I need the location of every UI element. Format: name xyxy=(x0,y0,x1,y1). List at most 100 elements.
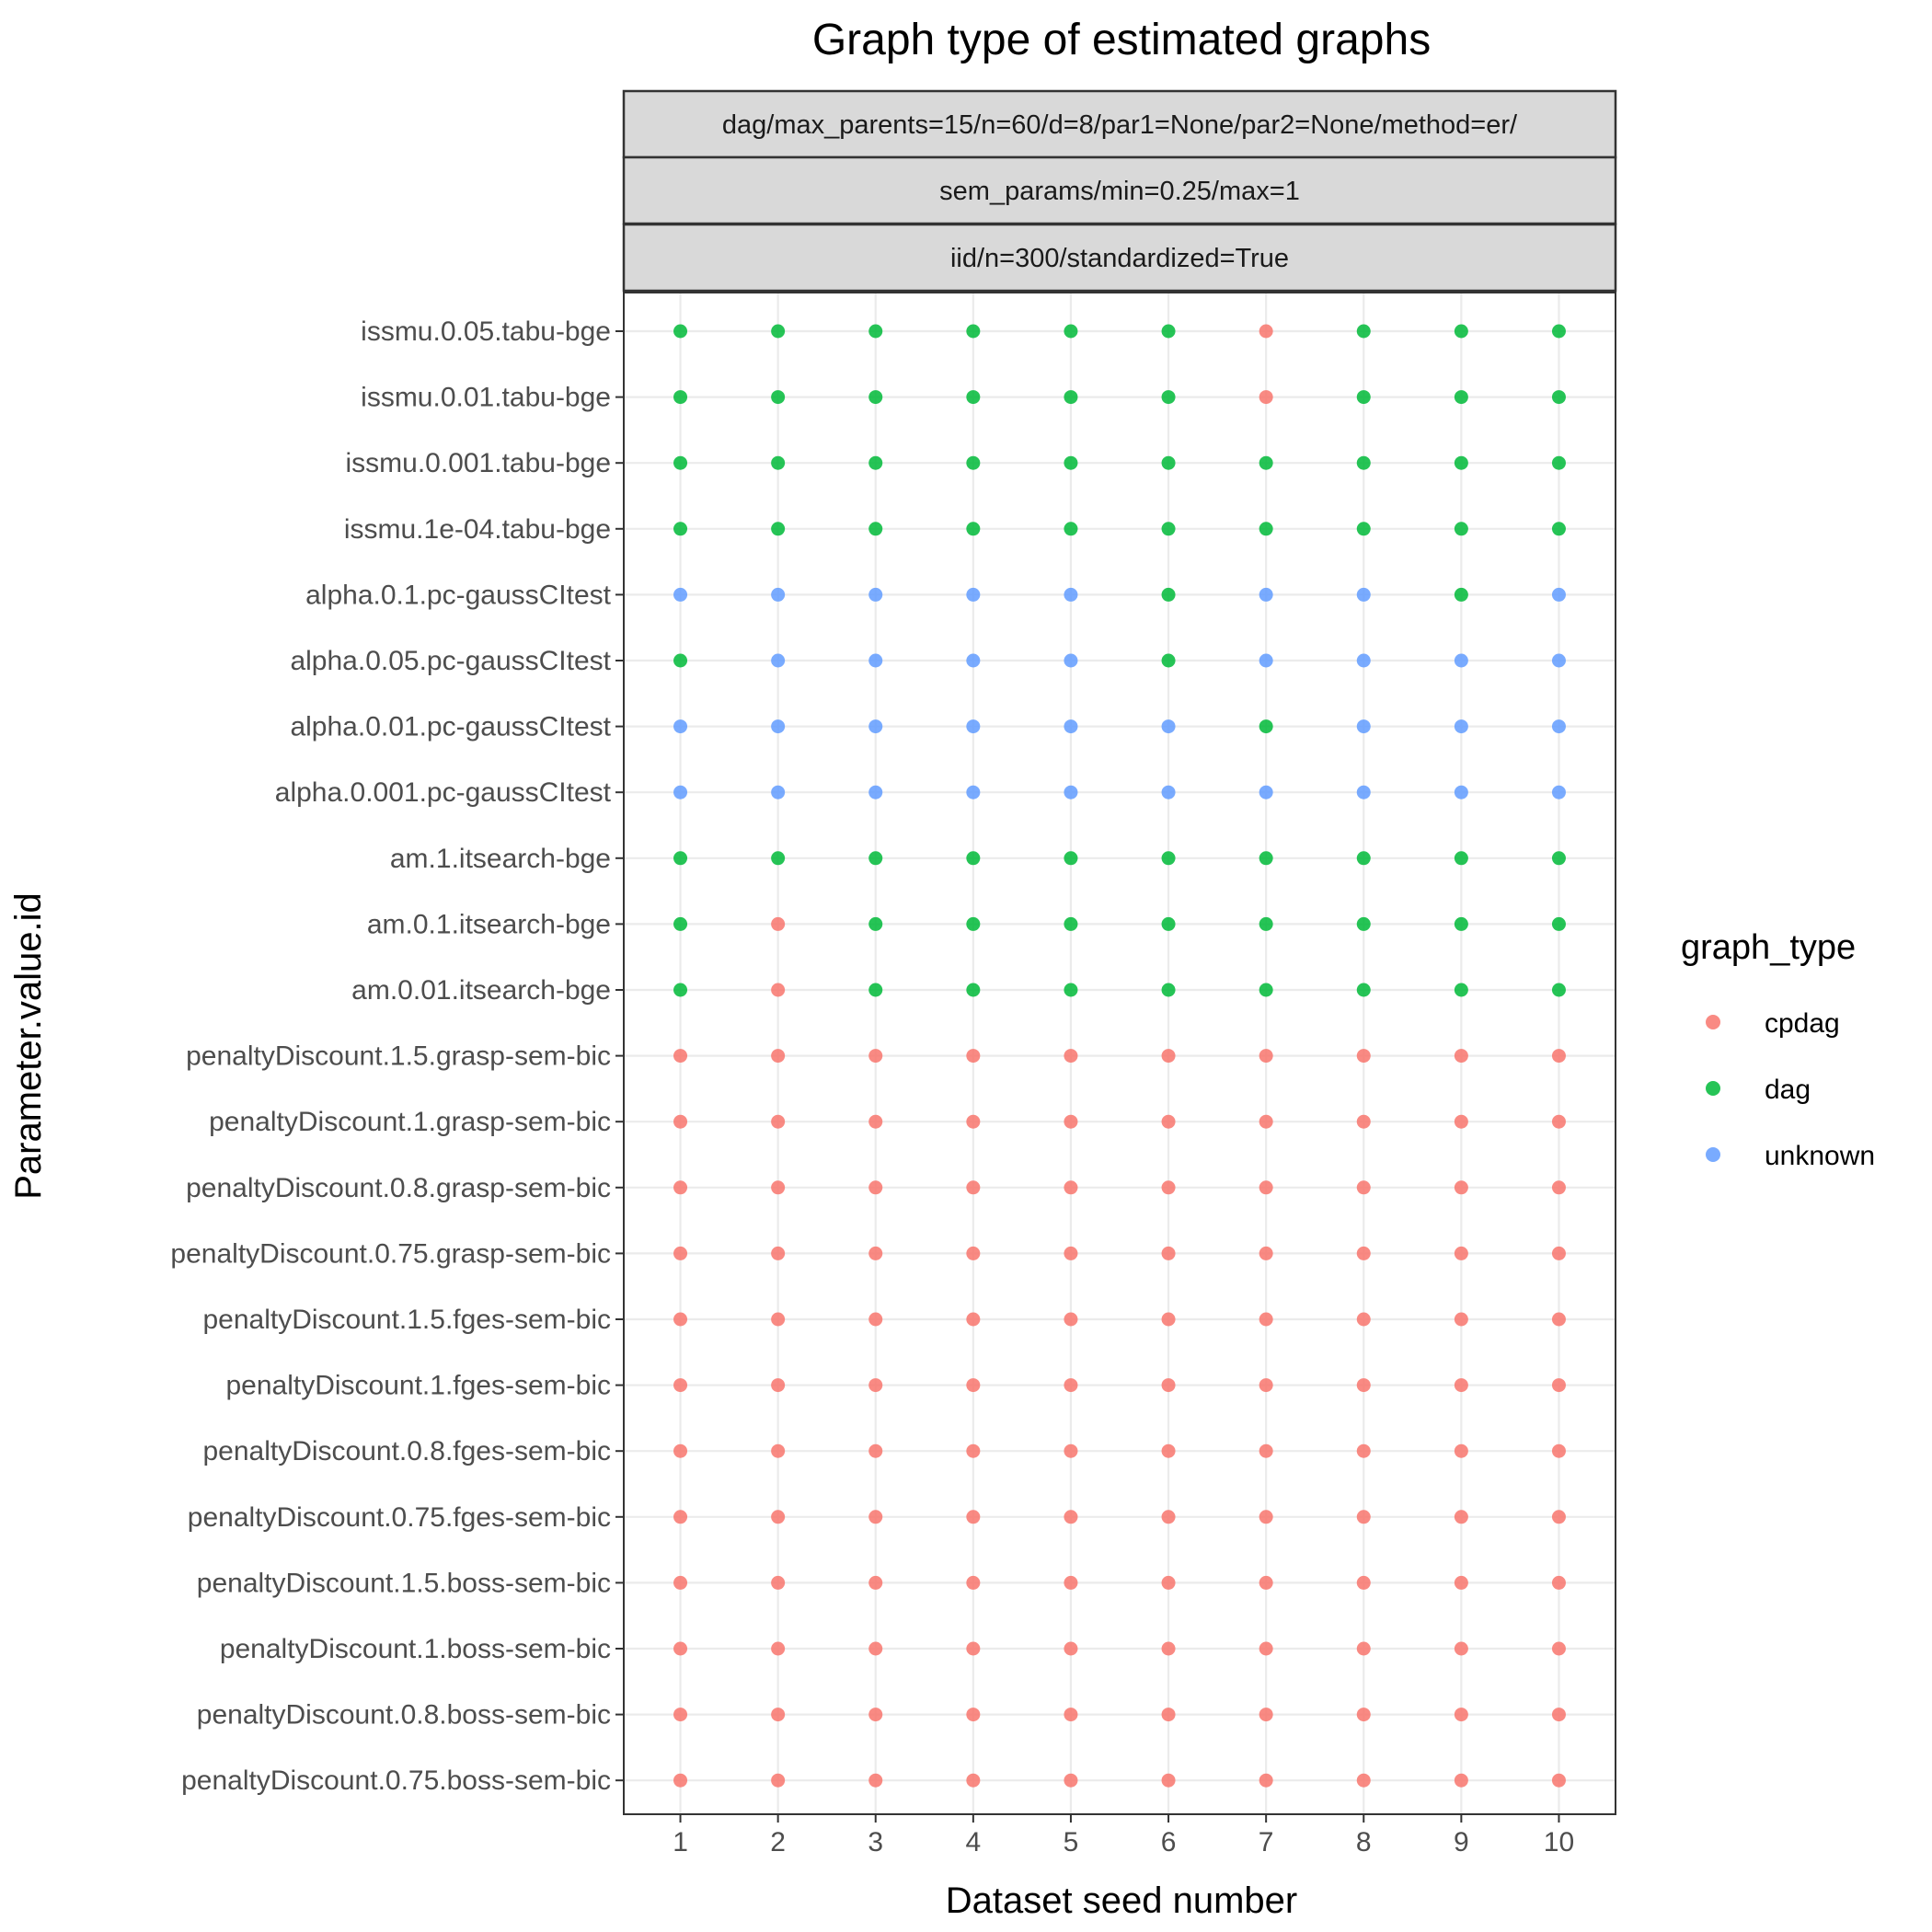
data-point-dag xyxy=(1161,390,1176,405)
data-point-cpdag xyxy=(1064,1641,1078,1656)
data-point-cpdag xyxy=(1064,1114,1078,1129)
data-point-dag xyxy=(1064,851,1078,866)
data-point-cpdag xyxy=(1259,1312,1273,1327)
data-point-cpdag xyxy=(1064,1049,1078,1064)
data-point-cpdag xyxy=(1259,1443,1273,1458)
data-point-cpdag xyxy=(868,1510,883,1524)
x-tick-label: 3 xyxy=(868,1827,883,1857)
data-point-cpdag xyxy=(1064,1773,1078,1788)
data-point-unknown xyxy=(1454,785,1468,799)
data-point-cpdag xyxy=(868,1180,883,1195)
data-point-cpdag xyxy=(771,1708,786,1722)
data-point-cpdag xyxy=(1551,1114,1566,1129)
data-point-cpdag xyxy=(966,1246,981,1260)
data-point-cpdag xyxy=(1551,1575,1566,1590)
data-point-unknown xyxy=(1161,719,1176,734)
data-point-unknown xyxy=(771,587,786,602)
data-point-cpdag xyxy=(1551,1378,1566,1393)
data-point-dag xyxy=(673,324,688,339)
data-point-unknown xyxy=(1064,653,1078,668)
data-point-unknown xyxy=(771,719,786,734)
data-point-unknown xyxy=(1356,719,1371,734)
x-tick-label: 10 xyxy=(1544,1827,1574,1857)
data-point-dag xyxy=(868,851,883,866)
data-point-unknown xyxy=(1551,719,1566,734)
data-point-cpdag xyxy=(771,1510,786,1524)
y-tick-label: penaltyDiscount.1.5.boss-sem-bic xyxy=(197,1568,611,1598)
data-point-cpdag xyxy=(771,1641,786,1656)
data-point-cpdag xyxy=(1064,1708,1078,1722)
data-point-cpdag xyxy=(1259,1510,1273,1524)
data-point-cpdag xyxy=(673,1773,688,1788)
legend-label: dag xyxy=(1765,1075,1811,1105)
data-point-cpdag xyxy=(1161,1708,1176,1722)
data-point-cpdag xyxy=(966,1443,981,1458)
data-point-cpdag xyxy=(966,1114,981,1129)
data-point-dag xyxy=(673,522,688,536)
data-point-cpdag xyxy=(966,1378,981,1393)
data-point-dag xyxy=(868,324,883,339)
data-point-cpdag xyxy=(1161,1049,1176,1064)
y-tick-label: penaltyDiscount.0.8.fges-sem-bic xyxy=(202,1436,611,1466)
data-point-dag xyxy=(771,324,786,339)
data-point-dag xyxy=(1454,324,1468,339)
data-point-unknown xyxy=(966,719,981,734)
data-point-cpdag xyxy=(868,1049,883,1064)
data-point-dag xyxy=(868,390,883,405)
data-point-cpdag xyxy=(1551,1708,1566,1722)
data-point-dag xyxy=(966,324,981,339)
data-point-dag xyxy=(1454,455,1468,470)
data-point-unknown xyxy=(1356,785,1371,799)
data-point-dag xyxy=(1064,916,1078,931)
data-point-dag xyxy=(1161,653,1176,668)
data-point-unknown xyxy=(1161,785,1176,799)
data-point-cpdag xyxy=(868,1773,883,1788)
data-point-cpdag xyxy=(1454,1378,1468,1393)
data-point-cpdag xyxy=(1454,1180,1468,1195)
data-point-cpdag xyxy=(1259,1246,1273,1260)
data-point-dag xyxy=(868,522,883,536)
data-point-dag xyxy=(1356,390,1371,405)
data-point-cpdag xyxy=(673,1114,688,1129)
data-point-cpdag xyxy=(1356,1773,1371,1788)
data-point-dag xyxy=(673,851,688,866)
data-point-cpdag xyxy=(966,1641,981,1656)
data-point-cpdag xyxy=(1551,1510,1566,1524)
data-point-cpdag xyxy=(1454,1575,1468,1590)
x-tick-label: 6 xyxy=(1161,1827,1177,1857)
data-point-cpdag xyxy=(1454,1708,1468,1722)
data-point-unknown xyxy=(673,785,688,799)
x-tick-label: 2 xyxy=(770,1827,786,1857)
data-point-cpdag xyxy=(1454,1773,1468,1788)
data-point-dag xyxy=(1356,851,1371,866)
data-point-cpdag xyxy=(966,1312,981,1327)
data-point-cpdag xyxy=(868,1312,883,1327)
data-point-unknown xyxy=(1551,785,1566,799)
data-point-dag xyxy=(771,390,786,405)
data-point-dag xyxy=(1551,916,1566,931)
data-point-unknown xyxy=(868,653,883,668)
data-point-cpdag xyxy=(1551,1443,1566,1458)
data-point-dag xyxy=(771,851,786,866)
data-point-dag xyxy=(966,390,981,405)
facet-strip: sem_params/min=0.25/max=1 xyxy=(622,155,1617,225)
data-point-cpdag xyxy=(673,1180,688,1195)
data-point-cpdag xyxy=(771,983,786,997)
data-point-cpdag xyxy=(1454,1510,1468,1524)
data-point-dag xyxy=(673,916,688,931)
data-point-dag xyxy=(1161,587,1176,602)
facet-strip-background xyxy=(622,89,1617,159)
y-tick-label: penaltyDiscount.0.75.grasp-sem-bic xyxy=(170,1238,611,1269)
data-point-unknown xyxy=(1064,719,1078,734)
data-point-unknown xyxy=(868,587,883,602)
data-point-dag xyxy=(771,455,786,470)
y-tick-label: issmu.0.05.tabu-bge xyxy=(361,316,611,347)
data-point-cpdag xyxy=(1161,1443,1176,1458)
data-point-cpdag xyxy=(1161,1246,1176,1260)
data-point-dag xyxy=(1259,455,1273,470)
data-point-dag xyxy=(1356,916,1371,931)
data-point-cpdag xyxy=(673,1510,688,1524)
y-tick-label: alpha.0.1.pc-gaussCItest xyxy=(305,580,612,610)
y-tick-label: penaltyDiscount.0.75.boss-sem-bic xyxy=(181,1765,611,1796)
